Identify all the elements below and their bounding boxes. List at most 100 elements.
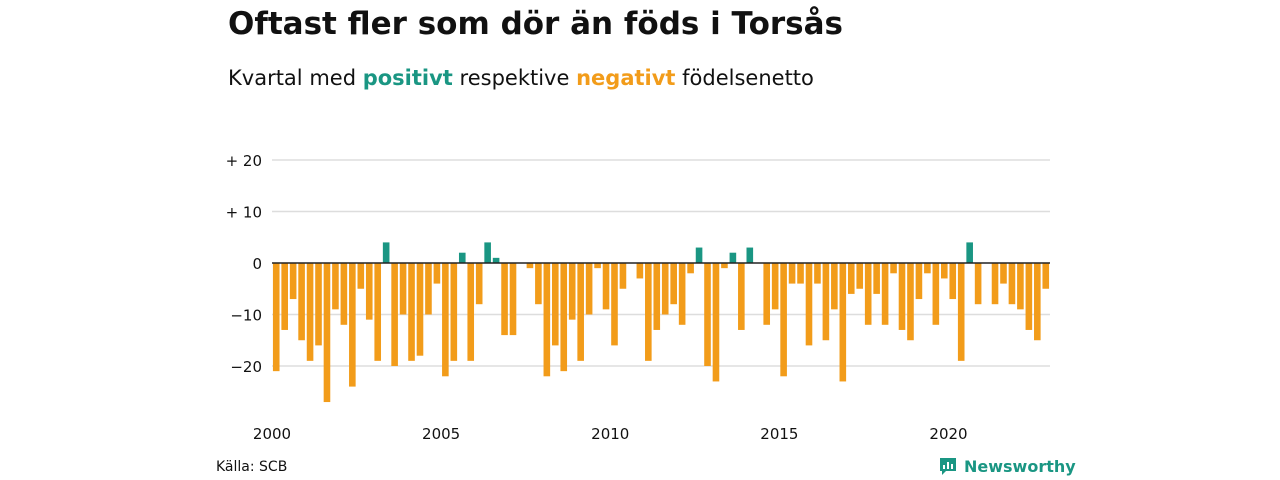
bar-negative xyxy=(738,263,745,330)
bar-negative xyxy=(577,263,584,361)
y-tick-label: −20 xyxy=(230,358,262,376)
bar-negative xyxy=(568,263,576,320)
bar-negative xyxy=(636,263,644,279)
bar-positive xyxy=(382,242,390,263)
subtitle-positive: positivt xyxy=(362,66,453,90)
bar-negative xyxy=(991,263,999,305)
bar-negative xyxy=(467,263,475,361)
bar-negative xyxy=(932,263,940,325)
bar-negative xyxy=(535,263,542,305)
bar-negative xyxy=(323,263,331,403)
bar-negative xyxy=(907,263,914,341)
bar-negative xyxy=(306,263,314,361)
bar-negative xyxy=(881,263,889,325)
bar-negative xyxy=(890,263,897,274)
brand-logo: Newsworthy xyxy=(938,456,1076,476)
bar-negative xyxy=(399,263,407,315)
x-tick-label: 2000 xyxy=(253,425,291,443)
bar-negative xyxy=(272,263,280,372)
bar-negative xyxy=(763,263,771,325)
bar-negative xyxy=(543,263,551,377)
bar-negative xyxy=(814,263,821,284)
bar-negative xyxy=(289,263,297,300)
subtitle-suffix: födelsenetto xyxy=(682,66,814,90)
bar-negative xyxy=(957,263,965,361)
bar-negative xyxy=(391,263,398,366)
y-axis-labels: + 20 + 10 0 −10 −20 xyxy=(226,152,262,376)
bar-negative xyxy=(712,263,720,382)
bar-negative xyxy=(805,263,813,346)
bar-negative xyxy=(611,263,618,346)
bar-negative xyxy=(425,263,432,315)
bar-negative xyxy=(771,263,779,310)
bar-negative xyxy=(475,263,483,305)
bar-negative xyxy=(552,263,559,346)
bar-negative xyxy=(281,263,288,330)
bar-negative xyxy=(442,263,449,377)
x-axis-labels: 2000 2005 2010 2015 2020 xyxy=(253,425,968,443)
bar-negative xyxy=(721,263,728,269)
bar-positive xyxy=(695,247,703,263)
bar-negative xyxy=(941,263,948,279)
bar-negative xyxy=(687,263,694,274)
subtitle-middle: respektive xyxy=(459,66,570,90)
bar-negative xyxy=(526,263,534,269)
y-tick-label: + 20 xyxy=(226,152,262,170)
bar-negative xyxy=(374,263,382,361)
source-note: Källa: SCB xyxy=(216,459,288,475)
y-tick-label: + 10 xyxy=(226,204,262,222)
bar-negative xyxy=(661,263,669,315)
chart-subtitle: Kvartal med positivt respektive negativt… xyxy=(228,66,814,90)
x-tick-label: 2005 xyxy=(422,425,460,443)
bar-negative xyxy=(670,263,677,305)
bar-negative xyxy=(653,263,661,330)
bar-negative xyxy=(509,263,517,336)
subtitle-prefix: Kvartal med xyxy=(228,66,357,90)
bars xyxy=(272,242,1050,403)
bar-negative xyxy=(433,263,441,284)
bar-negative xyxy=(856,263,864,289)
x-tick-label: 2015 xyxy=(760,425,798,443)
bar-negative xyxy=(340,263,348,325)
bar-negative xyxy=(788,263,796,284)
bar-negative xyxy=(450,263,458,361)
x-tick-label: 2010 xyxy=(591,425,629,443)
bar-negative xyxy=(645,263,652,361)
bar-negative xyxy=(1000,263,1007,284)
bar-negative xyxy=(560,263,568,372)
bar-negative xyxy=(949,263,957,300)
y-tick-label: 0 xyxy=(252,255,262,273)
bar-negative xyxy=(1008,263,1016,305)
bar-negative xyxy=(298,263,305,341)
bar-negative xyxy=(594,263,601,269)
bar-positive xyxy=(729,252,737,263)
bar-negative xyxy=(1017,263,1024,310)
brand-name: Newsworthy xyxy=(964,456,1076,476)
bar-negative xyxy=(797,263,804,284)
bar-negative xyxy=(408,263,415,361)
bar-negative xyxy=(822,263,830,341)
bar-positive xyxy=(458,252,466,263)
bar-negative xyxy=(357,263,365,289)
bar-negative xyxy=(1042,263,1050,289)
bar-positive xyxy=(746,247,754,263)
bar-negative xyxy=(585,263,593,315)
bar-negative xyxy=(831,263,838,310)
bar-negative xyxy=(602,263,610,310)
bar-negative xyxy=(1034,263,1041,341)
bar-negative xyxy=(349,263,356,387)
bar-negative xyxy=(416,263,424,356)
bar-negative xyxy=(847,263,855,294)
bar-negative xyxy=(332,263,339,310)
bar-negative xyxy=(839,263,847,382)
bar-negative xyxy=(1025,263,1033,330)
bar-negative xyxy=(501,263,508,336)
bar-negative xyxy=(873,263,880,294)
bar-negative xyxy=(678,263,686,325)
bar-positive xyxy=(492,257,500,263)
bar-positive xyxy=(484,242,491,263)
bar-negative xyxy=(704,263,711,366)
bar-negative xyxy=(619,263,627,289)
bar-negative xyxy=(780,263,787,377)
